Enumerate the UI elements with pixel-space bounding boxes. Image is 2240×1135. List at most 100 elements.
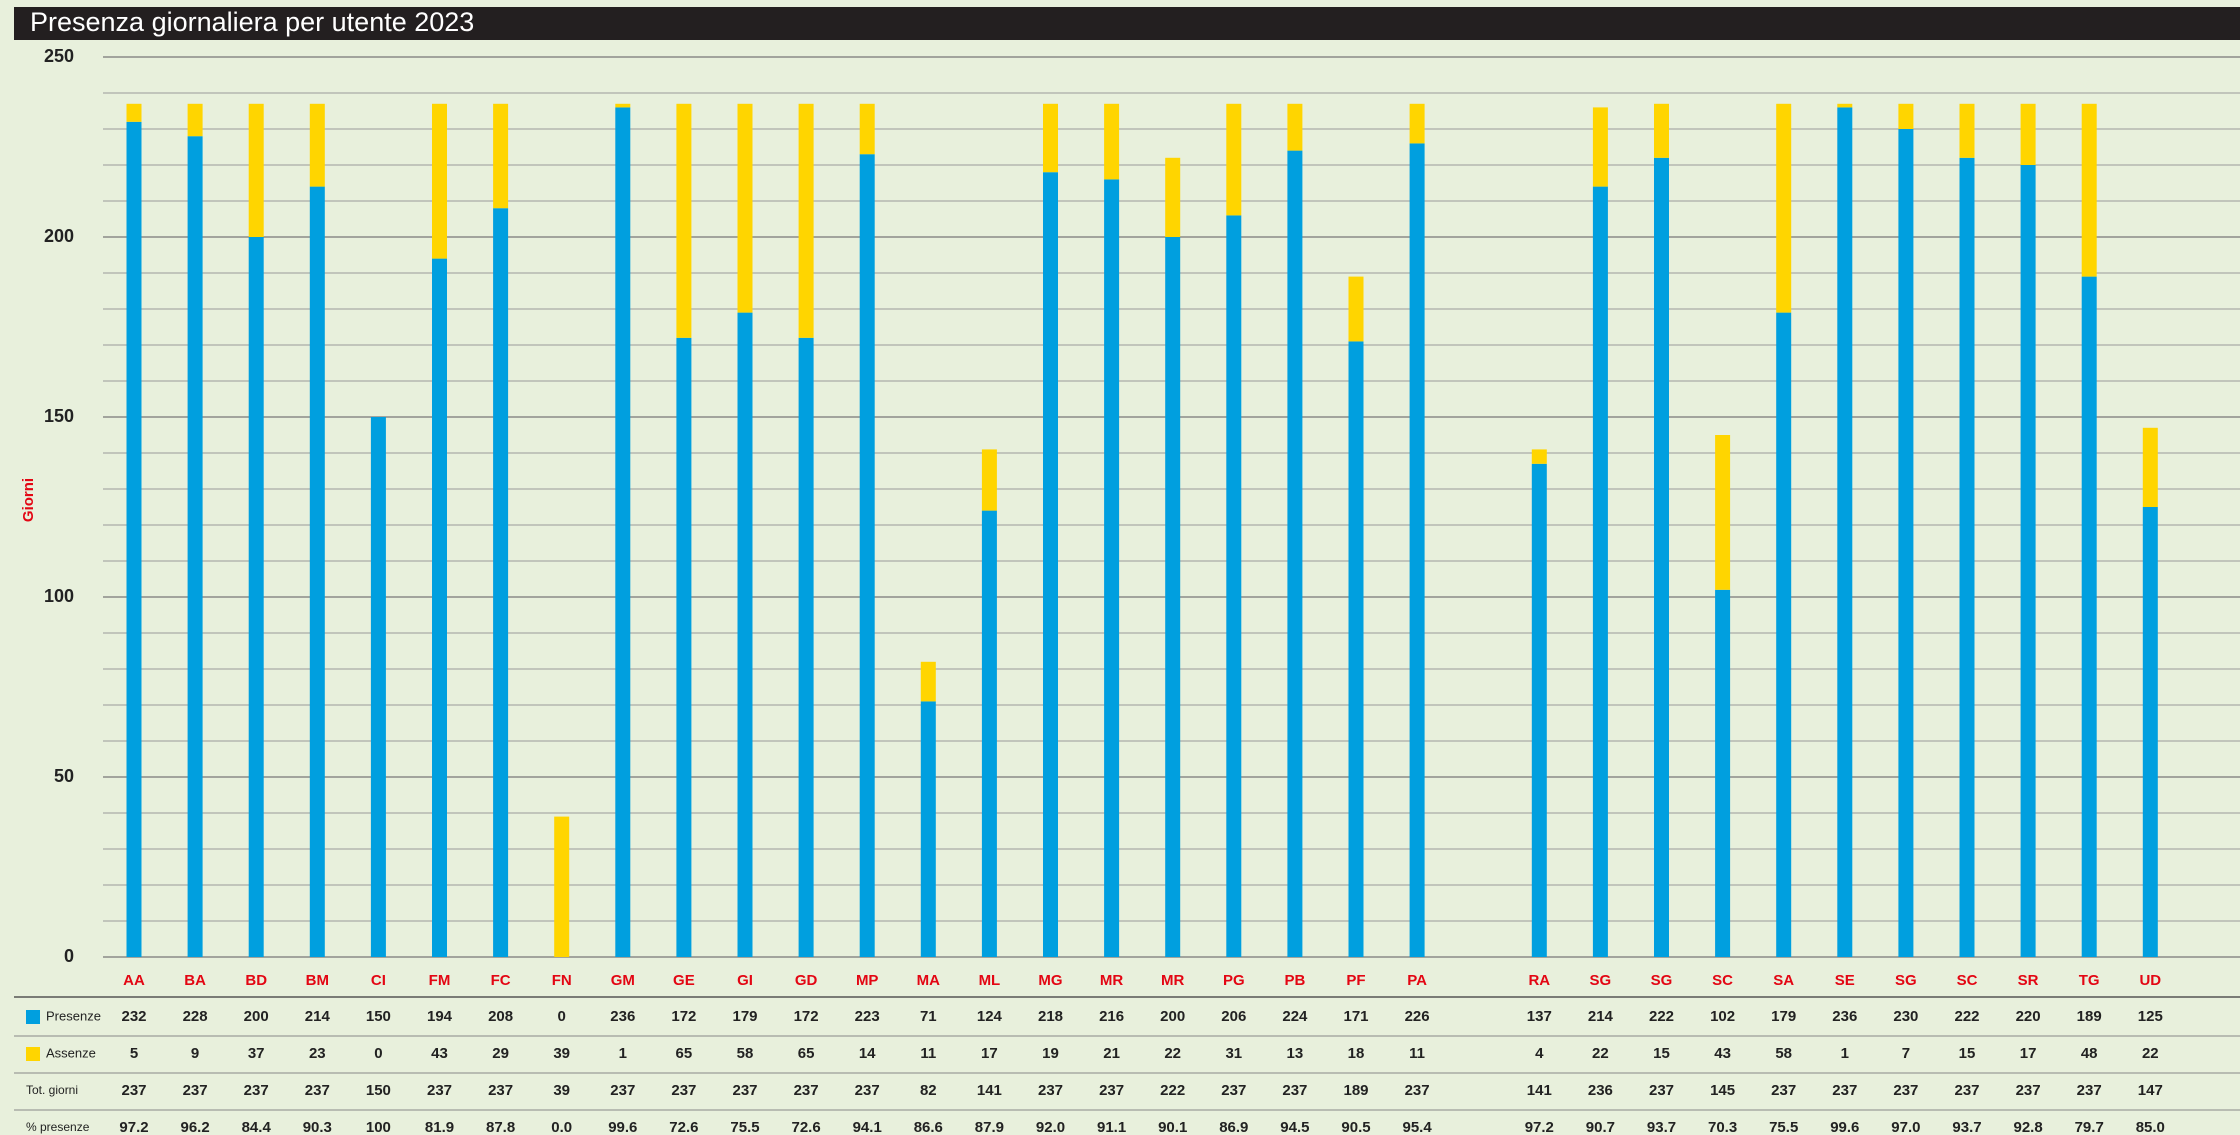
table-cell: 15 (1653, 1045, 1670, 1062)
table-cell: 17 (2020, 1045, 2037, 1062)
table-cell: 223 (855, 1008, 880, 1025)
table-cell: 237 (855, 1082, 880, 1099)
x-tick-label: RA (1528, 972, 1550, 989)
table-cell: 236 (610, 1008, 635, 1025)
table-cell: 31 (1225, 1045, 1242, 1062)
bar-segment (859, 154, 875, 957)
table-cell: 86.6 (914, 1119, 943, 1135)
bar-segment (309, 103, 325, 187)
table-cell: 58 (1775, 1045, 1792, 1062)
bar-segment (1898, 103, 1914, 129)
x-tick-label: TG (2079, 972, 2100, 989)
bar-segment (1348, 341, 1364, 957)
table-cell: 75.5 (1769, 1119, 1798, 1135)
table-cell: 92.0 (1036, 1119, 1065, 1135)
x-tick-label: SG (1895, 972, 1917, 989)
table-cell: 97.2 (1525, 1119, 1554, 1135)
table-cell: 22 (2142, 1045, 2159, 1062)
table-cell: 1 (619, 1045, 627, 1062)
bar-segment (920, 701, 936, 957)
table-cell: 86.9 (1219, 1119, 1248, 1135)
x-tick-label: UD (2139, 972, 2161, 989)
table-cell: 84.4 (242, 1119, 272, 1135)
bar-segment (981, 449, 997, 511)
legend-label: Assenze (46, 1045, 96, 1060)
table-cell: 0 (558, 1008, 566, 1025)
table-cell: 172 (794, 1008, 819, 1025)
table-cell: 237 (1954, 1082, 1979, 1099)
bar-segment (1409, 103, 1425, 144)
table-cell: 23 (309, 1045, 326, 1062)
table-cell: 125 (2138, 1008, 2163, 1025)
table-cell: 150 (366, 1008, 391, 1025)
table-cell: 189 (1343, 1082, 1368, 1099)
table-cell: 232 (121, 1008, 146, 1025)
x-tick-label: SG (1651, 972, 1673, 989)
table-cell: 11 (1409, 1045, 1425, 1062)
table-cell: 65 (676, 1045, 693, 1062)
table-cell: 81.9 (425, 1119, 454, 1135)
table-cell: 237 (610, 1082, 635, 1099)
table-cell: 71 (920, 1008, 937, 1025)
table-cell: 4 (1535, 1045, 1544, 1062)
bar-segment (432, 258, 447, 958)
table-cell: 137 (1527, 1008, 1552, 1025)
bar-segment (615, 107, 631, 957)
table-cell: 29 (492, 1045, 509, 1062)
bar-segment (1165, 157, 1181, 237)
table-cell: 237 (1893, 1082, 1918, 1099)
table-cell: 226 (1405, 1008, 1430, 1025)
x-tick-label: MR (1161, 972, 1184, 989)
table-cell: 172 (671, 1008, 696, 1025)
bar-segment (554, 816, 570, 957)
x-tick-label: BM (306, 972, 329, 989)
table-cell: 237 (1099, 1082, 1124, 1099)
table-cell: 200 (244, 1008, 269, 1025)
table-cell: 1 (1841, 1045, 1849, 1062)
table-cell: 21 (1103, 1045, 1120, 1062)
table-cell: 237 (732, 1082, 757, 1099)
bar-segment (248, 103, 264, 237)
table-cell: 145 (1710, 1082, 1735, 1099)
table-cell: 87.8 (486, 1119, 515, 1135)
x-tick-label: AA (123, 972, 145, 989)
table-cell: 171 (1343, 1008, 1368, 1025)
bar-segment (2142, 427, 2158, 507)
bar-segment (1837, 107, 1853, 957)
x-tick-label: MP (856, 972, 879, 989)
table-cell: 141 (1527, 1082, 1552, 1099)
table-cell: 150 (366, 1082, 391, 1099)
bar-segment (1287, 103, 1303, 151)
bar-segment (2081, 276, 2097, 958)
table-cell: 39 (553, 1045, 570, 1062)
bar-segment (1776, 103, 1792, 313)
table-cell: 90.5 (1341, 1119, 1370, 1135)
table-cell: 97.0 (1891, 1119, 1920, 1135)
y-axis-label: Giorni (20, 478, 37, 522)
table-cell: 17 (981, 1045, 998, 1062)
table-cell: 100 (366, 1119, 391, 1135)
y-tick-label: 50 (54, 766, 74, 786)
table-cell: 65 (798, 1045, 815, 1062)
bar-segment (126, 103, 142, 122)
table-cell: 43 (431, 1045, 448, 1062)
table-cell: 72.6 (669, 1119, 698, 1135)
chart-title: Presenza giornaliera per utente 2023 (30, 7, 474, 37)
table-cell: 93.7 (1647, 1119, 1676, 1135)
table-cell: 237 (244, 1082, 269, 1099)
bar-segment (798, 337, 814, 957)
y-tick-label: 0 (64, 946, 74, 966)
table-cell: 237 (1282, 1082, 1307, 1099)
table-cell: 72.6 (791, 1119, 820, 1135)
table-cell: 95.4 (1402, 1119, 1432, 1135)
bar-segment (370, 417, 386, 957)
legend-swatch (26, 1010, 40, 1024)
x-tick-label: GD (795, 972, 818, 989)
bar-segment (615, 103, 631, 108)
bar-segment (1715, 435, 1731, 590)
table-cell: 124 (977, 1008, 1003, 1025)
table-cell: 237 (1832, 1082, 1857, 1099)
x-tick-label: FN (552, 972, 572, 989)
table-cell: 236 (1588, 1082, 1613, 1099)
table-cell: 18 (1348, 1045, 1365, 1062)
